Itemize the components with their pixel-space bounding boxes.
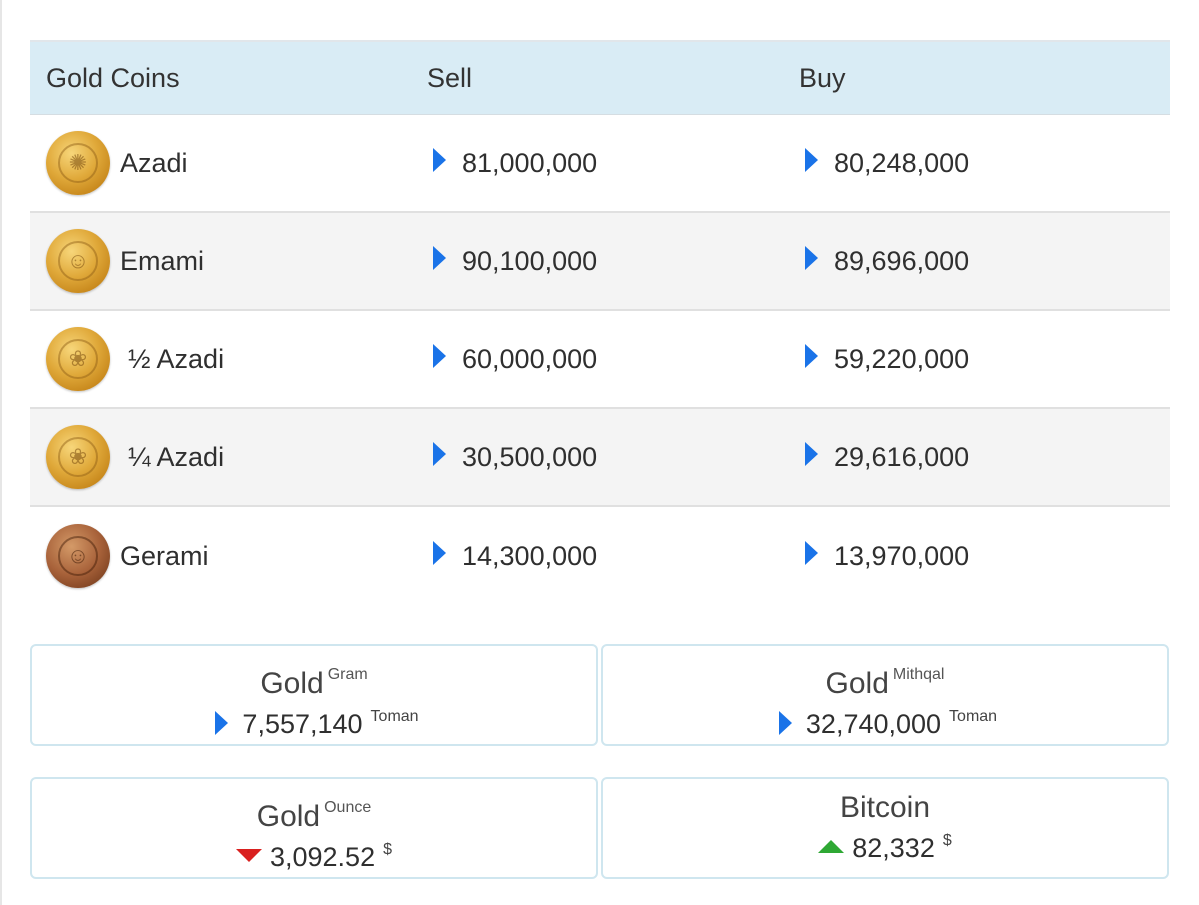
- gerami-coin-icon: ☺: [46, 524, 110, 588]
- card-title: Gold: [825, 667, 889, 700]
- sell-price: 30,500,000: [462, 441, 598, 472]
- triangle-right-icon: [433, 541, 446, 565]
- gold-gram-card[interactable]: Gold Gram 7,557,140 Toman: [30, 644, 598, 746]
- coin-name: Emami: [120, 245, 205, 276]
- card-value: 82,332: [852, 833, 935, 863]
- buy-price: 89,696,000: [834, 245, 970, 276]
- coin-name: Azadi: [120, 147, 188, 178]
- triangle-right-icon: [433, 442, 446, 466]
- buy-price: 59,220,000: [834, 343, 970, 374]
- bitcoin-card[interactable]: Bitcoin 82,332 $: [601, 777, 1169, 879]
- card-unit: $: [942, 831, 952, 849]
- table-header: Gold Coins Sell Buy: [30, 40, 1170, 115]
- buy-price: 13,970,000: [834, 540, 970, 571]
- sell-price: 90,100,000: [462, 245, 598, 276]
- sell-price: 60,000,000: [462, 343, 598, 374]
- gold-coins-table: Gold Coins Sell Buy ✺ Azadi 81,000,000 8…: [30, 40, 1170, 605]
- triangle-right-icon: [805, 344, 818, 368]
- card-title: Bitcoin: [839, 791, 931, 824]
- card-value: 7,557,140: [242, 709, 363, 739]
- triangle-right-icon: [215, 710, 229, 735]
- table-row-half-azadi[interactable]: ❀ ½ Azadi 60,000,000 59,220,000: [30, 311, 1170, 409]
- card-subtitle: Ounce: [324, 799, 372, 816]
- table-row-gerami[interactable]: ☺ Gerami 14,300,000 13,970,000: [30, 507, 1170, 605]
- card-subtitle: Gram: [327, 666, 368, 683]
- triangle-right-icon: [433, 148, 446, 172]
- card-subtitle: Mithqal: [892, 666, 945, 683]
- table-row-quarter-azadi[interactable]: ❀ ¼ Azadi 30,500,000 29,616,000: [30, 409, 1170, 507]
- card-unit: Toman: [949, 707, 998, 725]
- gold-ounce-card[interactable]: Gold Ounce 3,092.52 $: [30, 777, 598, 879]
- header-gold-coins: Gold Coins: [46, 62, 180, 93]
- quarter-azadi-coin-icon: ❀: [46, 425, 110, 489]
- card-title: Gold: [260, 667, 324, 700]
- page-left-border: [0, 0, 2, 905]
- table-row-azadi[interactable]: ✺ Azadi 81,000,000 80,248,000: [30, 115, 1170, 213]
- triangle-right-icon: [805, 246, 818, 270]
- table-row-emami[interactable]: ☺ Emami 90,100,000 89,696,000: [30, 213, 1170, 311]
- header-buy: Buy: [799, 62, 846, 93]
- triangle-right-icon: [805, 541, 818, 565]
- triangle-up-icon: [818, 840, 845, 853]
- triangle-down-icon: [235, 849, 262, 862]
- buy-price: 80,248,000: [834, 147, 970, 178]
- coin-name: ½ Azadi: [128, 343, 225, 374]
- coin-name: Gerami: [120, 540, 209, 571]
- coin-name: ¼ Azadi: [128, 441, 225, 472]
- card-value: 3,092.52: [269, 842, 376, 872]
- triangle-right-icon: [805, 442, 818, 466]
- buy-price: 29,616,000: [834, 441, 970, 472]
- card-unit: $: [383, 840, 392, 858]
- triangle-right-icon: [778, 710, 792, 735]
- half-azadi-coin-icon: ❀: [46, 327, 110, 391]
- sell-price: 14,300,000: [462, 540, 598, 571]
- triangle-right-icon: [433, 344, 446, 368]
- emami-coin-icon: ☺: [46, 229, 110, 293]
- sell-price: 81,000,000: [462, 147, 598, 178]
- triangle-right-icon: [805, 148, 818, 172]
- header-sell: Sell: [427, 62, 473, 93]
- azadi-coin-icon: ✺: [46, 131, 110, 195]
- card-value: 32,740,000: [805, 709, 942, 739]
- triangle-right-icon: [433, 246, 446, 270]
- gold-mithqal-card[interactable]: Gold Mithqal 32,740,000 Toman: [601, 644, 1169, 746]
- card-unit: Toman: [370, 707, 419, 725]
- card-title: Gold: [256, 800, 321, 833]
